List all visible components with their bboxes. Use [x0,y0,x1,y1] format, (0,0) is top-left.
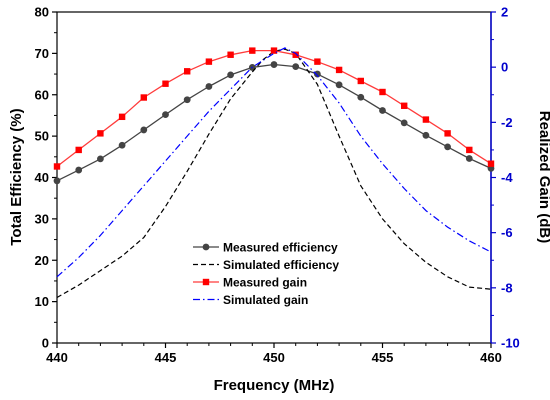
data-point [444,130,451,137]
series-simulated-gain [56,47,492,278]
data-point [227,71,235,79]
data-point [162,111,169,119]
x-tick-label: 440 [46,350,68,365]
y-right-tick-label: -6 [501,225,513,240]
data-point [270,61,278,68]
legend-marker [202,278,210,286]
y-left-tick-label: 70 [35,46,49,61]
data-point [97,155,104,163]
data-point [75,166,83,174]
data-point [205,83,213,90]
y-left-tick-label: 60 [35,87,49,102]
y-axis-right-title: Realized Gain (dB) [536,111,550,244]
y-axis-left-title: Total Efficiency (%) [8,108,25,245]
data-point [357,77,364,85]
legend-label: Simulated efficiency [223,258,339,272]
legend-label: Measured efficiency [223,241,338,255]
x-axis-title: Frequency (MHz) [214,377,335,394]
data-point [75,146,82,154]
y-left-tick-label: 10 [35,294,49,309]
data-point [422,131,430,139]
series-line-simulated-efficiency [56,48,492,299]
data-point [140,94,147,101]
data-point [444,143,451,151]
y-left-tick-label: 80 [35,5,49,20]
data-point [422,116,430,123]
legend-item-measured-efficiency: Measured efficiency [193,241,338,255]
data-point [335,66,343,74]
legend-item-measured-gain: Measured gain [193,276,307,290]
data-point [292,63,300,71]
data-point [249,47,256,54]
data-point [314,70,321,78]
data-point [162,80,169,87]
data-point [53,163,61,170]
legend-marker [202,243,210,251]
x-tick-label: 460 [480,350,502,365]
series-line-measured-gain [56,49,492,168]
legend-item-simulated-efficiency: Simulated efficiency [193,258,339,272]
data-point [357,93,365,101]
legend-item-simulated-gain: Simulated gain [193,293,308,307]
data-point [379,88,386,96]
data-point [292,51,299,58]
y-left-tick-label: 40 [35,170,49,185]
legend: Measured efficiency Simulated efficiency M… [193,241,339,307]
data-point [118,141,126,149]
data-point [465,155,473,162]
series-measured-gain [53,47,495,170]
series-layer [53,47,495,299]
x-tick-label: 445 [155,350,177,365]
legend-label: Simulated gain [223,293,308,307]
data-point [140,126,148,134]
data-point [97,130,104,137]
data-point [400,119,408,127]
axis-ticks: 440 445 450 455 46001020304050607080-10-8-6-… [35,5,520,366]
legend-label: Measured gain [223,276,307,290]
data-point [118,113,126,121]
data-point [379,107,386,114]
x-tick-label: 450 [263,350,285,365]
data-point [205,58,213,65]
y-left-tick-label: 20 [35,253,49,268]
data-point [466,146,473,154]
data-point [335,81,343,89]
series-measured-efficiency [53,61,495,185]
y-right-tick-label: -8 [501,280,513,295]
data-point [227,51,234,58]
data-point [183,96,191,104]
y-right-tick-label: -4 [501,170,513,185]
y-right-tick-label: 2 [501,5,508,20]
data-point [53,177,61,185]
data-point [487,160,495,167]
series-line-simulated-gain [56,47,492,278]
data-point [270,47,278,54]
y-left-tick-label: 30 [35,211,49,226]
data-point [314,58,321,65]
y-left-tick-label: 0 [42,336,49,351]
y-right-tick-label: -10 [501,336,520,351]
y-right-tick-label: 0 [501,60,508,75]
y-left-tick-label: 50 [35,129,49,144]
x-tick-label: 455 [372,350,394,365]
y-right-tick-label: -2 [501,115,513,130]
data-point [184,68,191,75]
series-simulated-efficiency [56,48,492,299]
data-point [401,102,408,109]
